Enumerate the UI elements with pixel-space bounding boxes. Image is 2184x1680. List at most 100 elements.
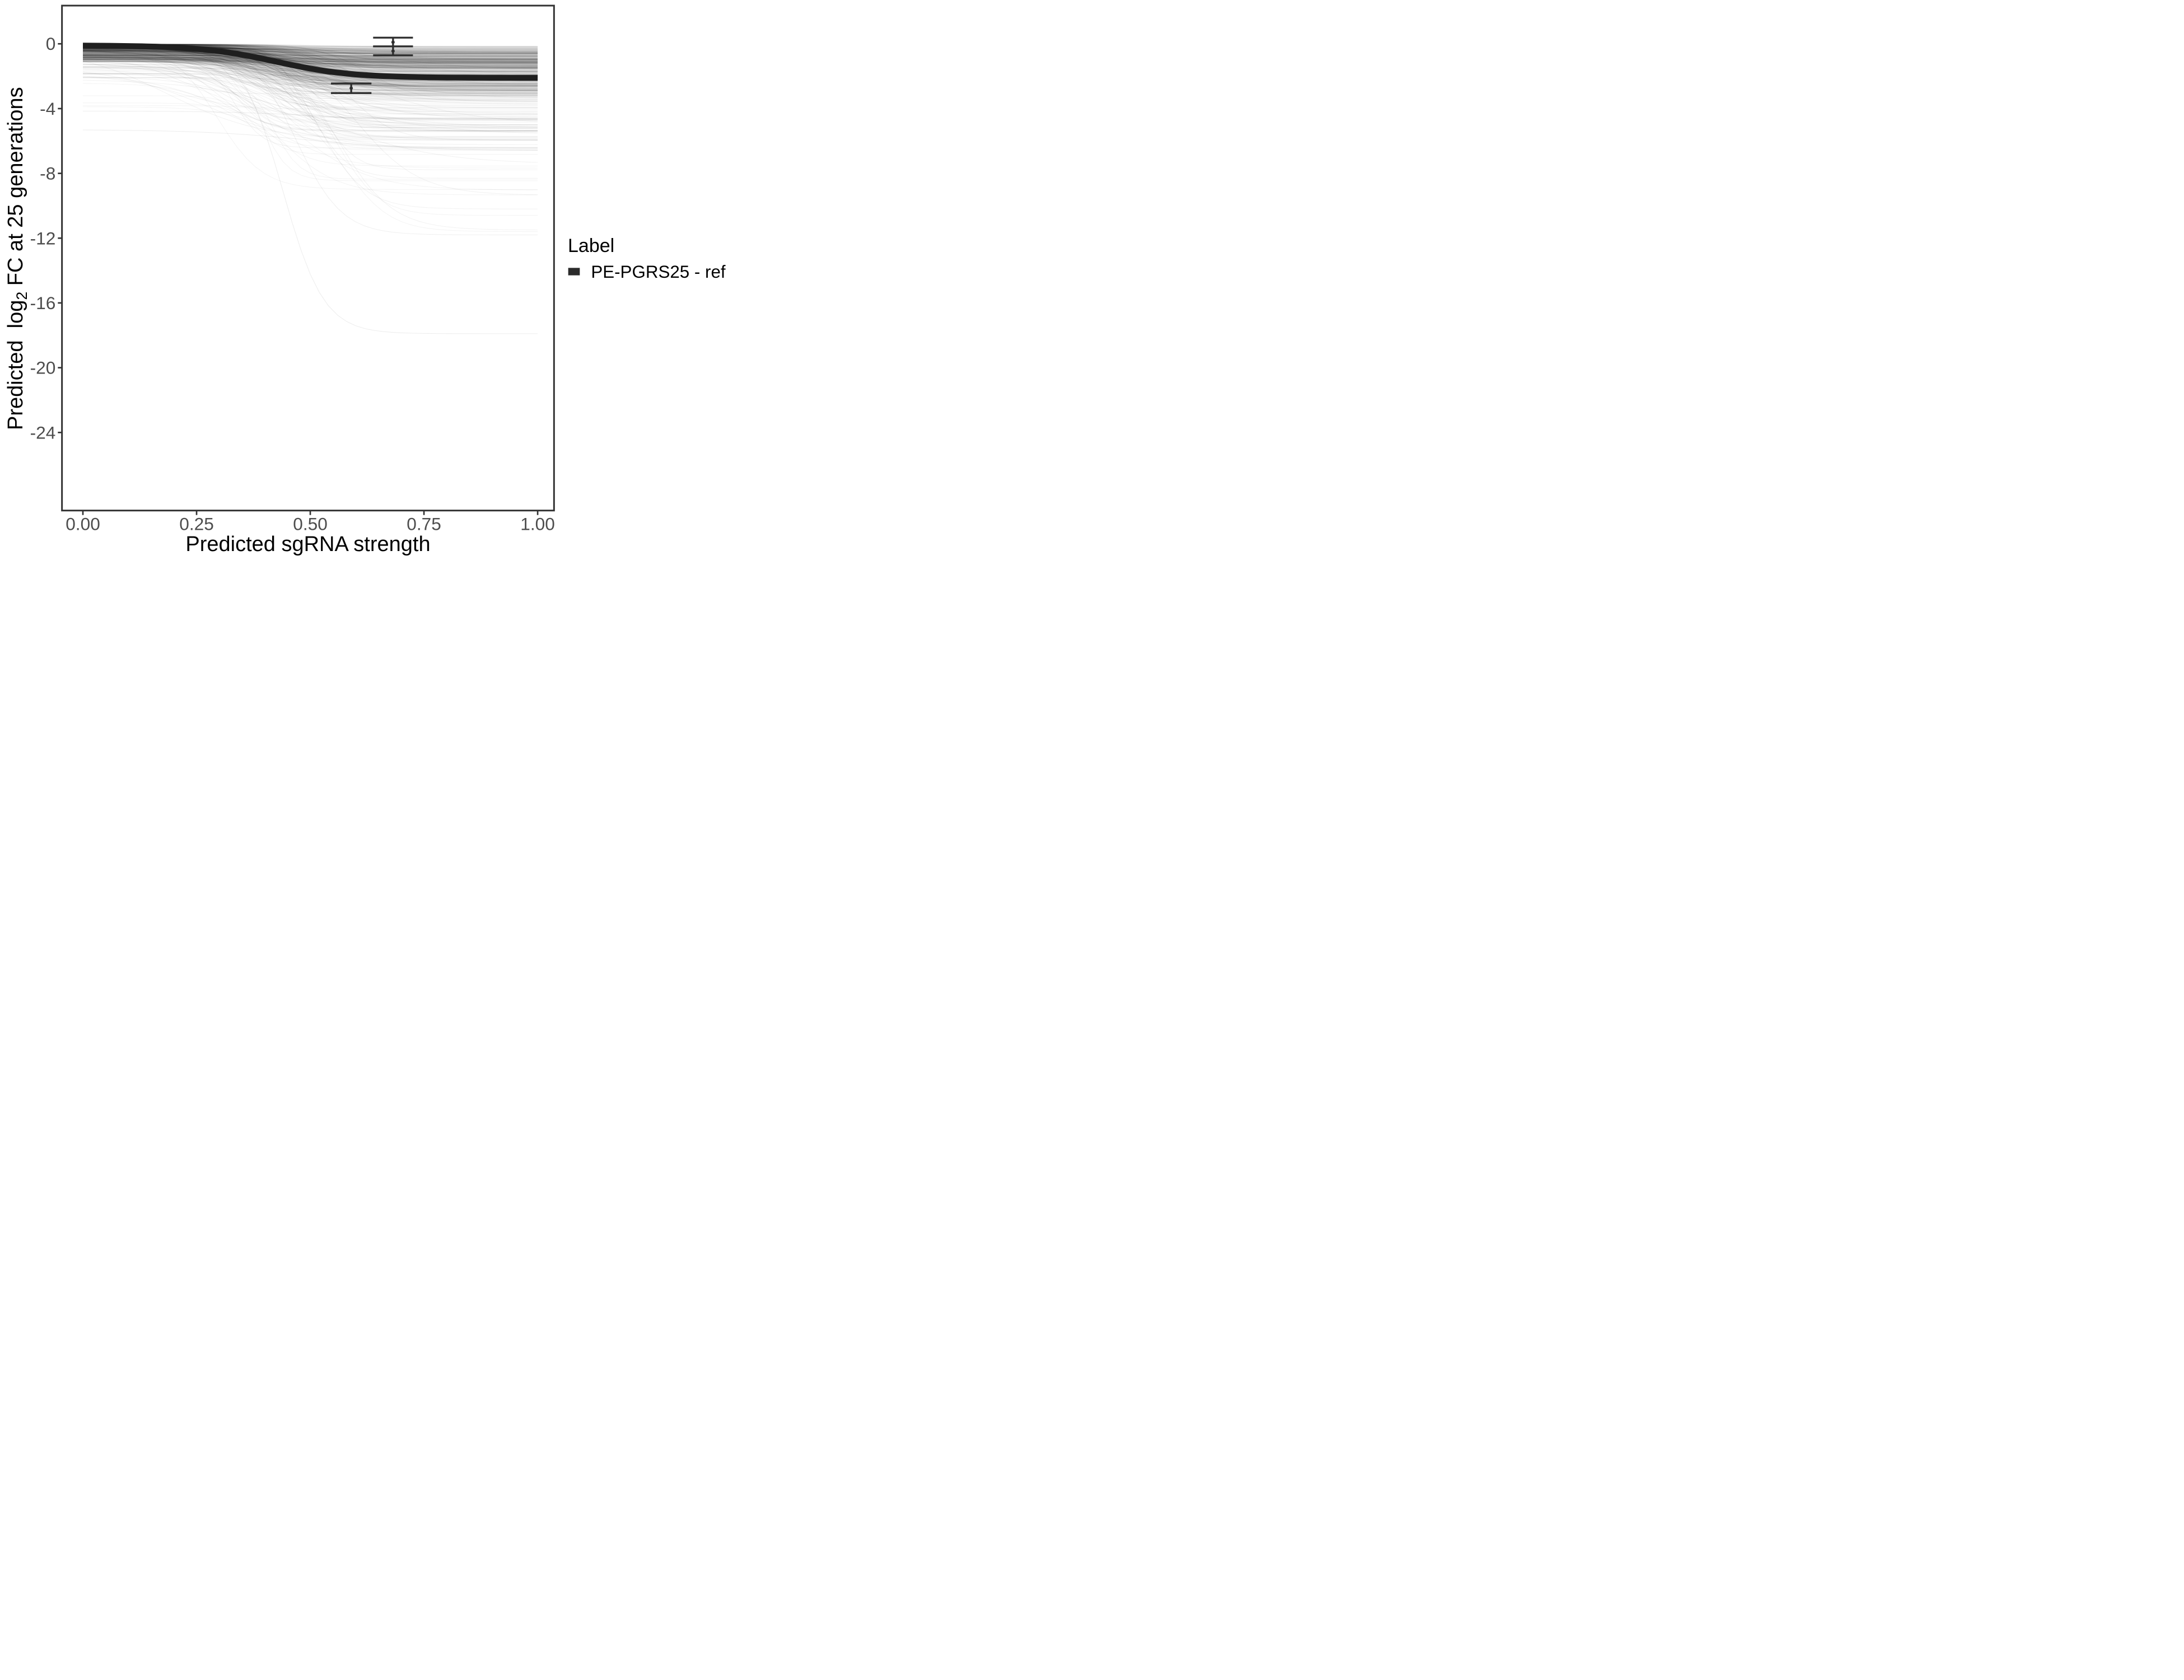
ensemble-line bbox=[83, 50, 538, 63]
ensemble-line bbox=[83, 54, 538, 60]
ensemble-line bbox=[83, 57, 538, 100]
ensemble-line bbox=[83, 64, 538, 132]
ensemble-line bbox=[83, 54, 538, 90]
ensemble-line bbox=[83, 55, 538, 120]
ensemble-line bbox=[83, 74, 538, 132]
ensemble-line bbox=[83, 59, 538, 63]
ensemble-line bbox=[83, 51, 538, 67]
ensemble-line bbox=[83, 55, 538, 86]
ensemble-line bbox=[83, 58, 538, 62]
ensemble-line bbox=[83, 61, 538, 94]
ensemble-line bbox=[83, 54, 538, 95]
ensemble-line bbox=[83, 54, 538, 119]
y-tick-label: -4 bbox=[40, 99, 55, 119]
ensemble-line bbox=[83, 54, 538, 62]
ensemble-line bbox=[83, 49, 538, 69]
ensemble-line bbox=[83, 59, 538, 63]
ensemble-line bbox=[83, 52, 538, 57]
ensemble-line bbox=[83, 57, 538, 60]
ensemble-line bbox=[83, 50, 538, 127]
ensemble-line bbox=[83, 58, 538, 96]
ensemble-line bbox=[83, 50, 538, 90]
ensemble-lines bbox=[82, 44, 538, 334]
ensemble-line bbox=[83, 55, 538, 94]
ensemble-line bbox=[83, 73, 538, 111]
ensemble-line bbox=[83, 48, 538, 57]
ensemble-line bbox=[83, 49, 538, 89]
ensemble-line bbox=[83, 50, 538, 86]
error-bar-point bbox=[349, 86, 353, 90]
ensemble-line bbox=[83, 57, 538, 60]
ensemble-line bbox=[83, 44, 538, 190]
ensemble-line bbox=[83, 59, 538, 64]
ensemble-line bbox=[83, 50, 538, 74]
ensemble-line bbox=[83, 51, 538, 63]
ensemble-line bbox=[83, 59, 538, 67]
ensemble-line bbox=[83, 52, 538, 60]
y-axis-title-subscript: 2 bbox=[13, 292, 30, 300]
y-tick-label: -16 bbox=[30, 293, 56, 313]
ensemble-line bbox=[83, 44, 538, 118]
ensemble-line bbox=[83, 49, 538, 57]
y-tick-label: -24 bbox=[30, 422, 56, 442]
ensemble-line bbox=[83, 57, 538, 89]
ensemble-line bbox=[83, 55, 538, 60]
ensemble-line bbox=[83, 50, 538, 65]
ensemble-line bbox=[83, 57, 538, 86]
x-axis-title: Predicted sgRNA strength bbox=[185, 533, 430, 556]
ensemble-line bbox=[83, 59, 538, 63]
ensemble-line bbox=[83, 73, 538, 180]
ensemble-line bbox=[83, 55, 538, 68]
y-axis-title-prefix: Predicted log bbox=[4, 300, 27, 430]
axes: 0.00 0.25 0.50 0.75 1.00 0 -4 -8 -12 -16 -20 -24 bbox=[30, 34, 555, 534]
ensemble-line bbox=[83, 48, 538, 90]
ensemble-line bbox=[83, 55, 538, 82]
error-bar bbox=[373, 45, 413, 57]
ensemble-line bbox=[83, 58, 538, 61]
ensemble-line bbox=[83, 54, 538, 100]
ensemble-line bbox=[83, 55, 538, 132]
ensemble-line bbox=[83, 57, 538, 97]
ensemble-line bbox=[83, 50, 538, 92]
ensemble-line bbox=[83, 50, 538, 92]
ensemble-line bbox=[83, 51, 538, 54]
ensemble-line bbox=[83, 50, 538, 84]
ensemble-line bbox=[83, 77, 538, 138]
ensemble-line bbox=[82, 49, 538, 128]
x-tick-label: 0.25 bbox=[179, 514, 214, 534]
ensemble-line bbox=[83, 59, 538, 67]
ensemble-line bbox=[83, 53, 538, 64]
ensemble-line bbox=[83, 55, 538, 93]
ensemble-line bbox=[83, 57, 538, 68]
ensemble-line bbox=[83, 49, 538, 62]
ensemble-line bbox=[83, 50, 538, 54]
ensemble-line bbox=[83, 52, 538, 94]
error-bar-point bbox=[391, 40, 395, 44]
ensemble-line bbox=[83, 49, 538, 53]
ensemble-line bbox=[83, 102, 538, 166]
ensemble-line bbox=[83, 54, 538, 132]
ensemble-line bbox=[83, 59, 538, 99]
ensemble-line bbox=[83, 57, 538, 60]
ensemble-line bbox=[83, 55, 538, 86]
ensemble-line bbox=[83, 50, 538, 60]
ensemble-line bbox=[83, 59, 538, 93]
ensemble-line bbox=[83, 50, 538, 91]
ensemble-line bbox=[83, 52, 538, 85]
ensemble-line bbox=[83, 46, 538, 84]
ensemble-line bbox=[83, 50, 538, 55]
ensemble-line bbox=[83, 57, 538, 69]
ensemble-line bbox=[83, 49, 538, 54]
ensemble-line bbox=[83, 50, 538, 82]
ensemble-line bbox=[83, 55, 538, 118]
panel-border bbox=[61, 4, 555, 512]
ensemble-line bbox=[83, 83, 538, 151]
ensemble-line bbox=[83, 67, 538, 114]
ensemble-line bbox=[83, 54, 538, 62]
ensemble-line bbox=[83, 50, 538, 90]
ensemble-line bbox=[83, 50, 538, 181]
x-tick-label: 0.75 bbox=[407, 514, 441, 534]
ensemble-line bbox=[83, 60, 538, 119]
ensemble-line bbox=[83, 51, 538, 94]
ensemble-line bbox=[83, 49, 538, 86]
